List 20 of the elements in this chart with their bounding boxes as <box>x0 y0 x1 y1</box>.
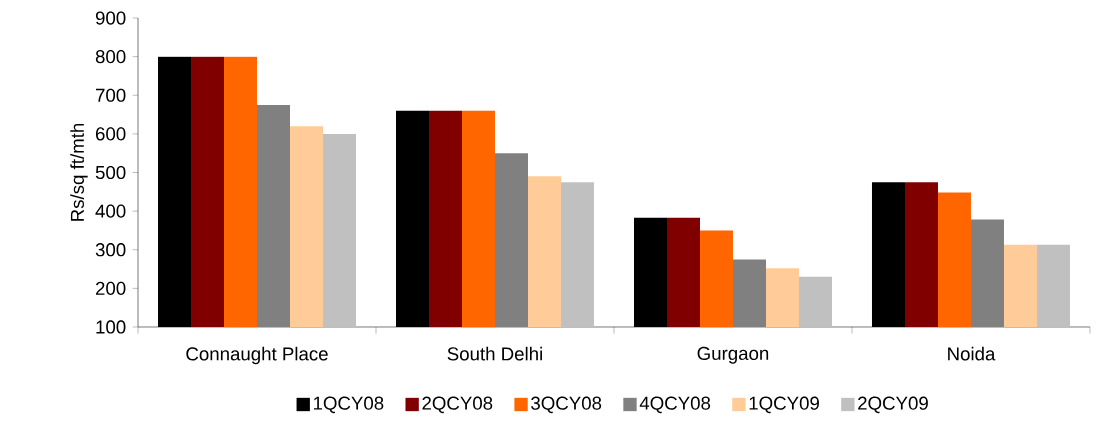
legend-label: 1QCY08 <box>313 396 384 414</box>
x-tick-label: Gurgaon <box>697 346 769 364</box>
legend-label: 2QCY09 <box>858 396 928 414</box>
legend-label: 1QCY09 <box>749 396 819 414</box>
y-tick-label: 500 <box>95 165 126 180</box>
y-tick-label: 900 <box>95 11 126 25</box>
legend-label: 3QCY08 <box>531 396 602 414</box>
legend-label: 2QCY08 <box>422 396 493 414</box>
y-tick-label: 300 <box>95 243 126 257</box>
y-tick-label: 800 <box>95 50 126 64</box>
y-tick-label: 100 <box>96 320 126 334</box>
y-tick-label: 600 <box>95 127 126 141</box>
y-tick-label: 200 <box>95 281 126 295</box>
legend-label: 4QCY08 <box>639 396 711 414</box>
x-tick-label: Connaught Place <box>186 346 328 365</box>
y-tick-label: 400 <box>95 204 126 218</box>
y-axis-title: Rs/sq ft/mth <box>70 123 88 221</box>
x-tick-label: South Delhi <box>447 346 542 361</box>
x-tick-label: Noida <box>948 346 996 361</box>
y-tick-label: 700 <box>96 88 126 102</box>
